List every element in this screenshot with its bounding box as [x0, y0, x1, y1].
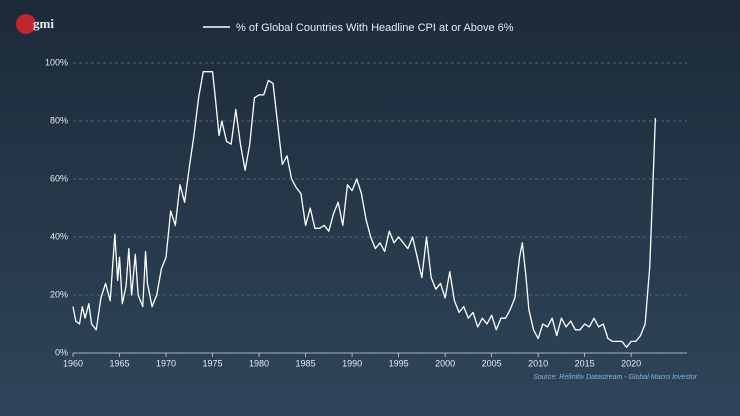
- y-tick-label: 100%: [45, 57, 68, 67]
- x-tick-label: 2010: [528, 358, 548, 368]
- y-tick-label: 40%: [50, 231, 68, 241]
- x-tick-label: 1985: [296, 358, 316, 368]
- x-tick-label: 1970: [156, 358, 176, 368]
- x-tick-label: 1975: [203, 358, 223, 368]
- x-tick-label: 2005: [482, 358, 502, 368]
- y-tick-label: 80%: [50, 115, 68, 125]
- x-tick-label: 2020: [621, 358, 641, 368]
- y-tick-label: 20%: [50, 289, 68, 299]
- y-tick-label: 60%: [50, 173, 68, 183]
- source: Source: Refinitiv Datastream - Global Ma…: [533, 374, 697, 381]
- x-tick-label: 1960: [63, 358, 83, 368]
- x-tick-label: 2015: [575, 358, 595, 368]
- x-tick-label: 1990: [342, 358, 362, 368]
- data-line: [72, 71, 657, 348]
- logo: gmi: [33, 16, 54, 31]
- legend-label: % of Global Countries With Headline CPI …: [236, 22, 514, 34]
- x-tick-label: 1980: [249, 358, 269, 368]
- y-tick-label: 0%: [55, 347, 68, 357]
- logo-badge: [16, 14, 36, 34]
- x-tick-label: 1965: [109, 358, 129, 368]
- x-tick-label: 2000: [435, 358, 455, 368]
- x-tick-label: 1995: [389, 358, 409, 368]
